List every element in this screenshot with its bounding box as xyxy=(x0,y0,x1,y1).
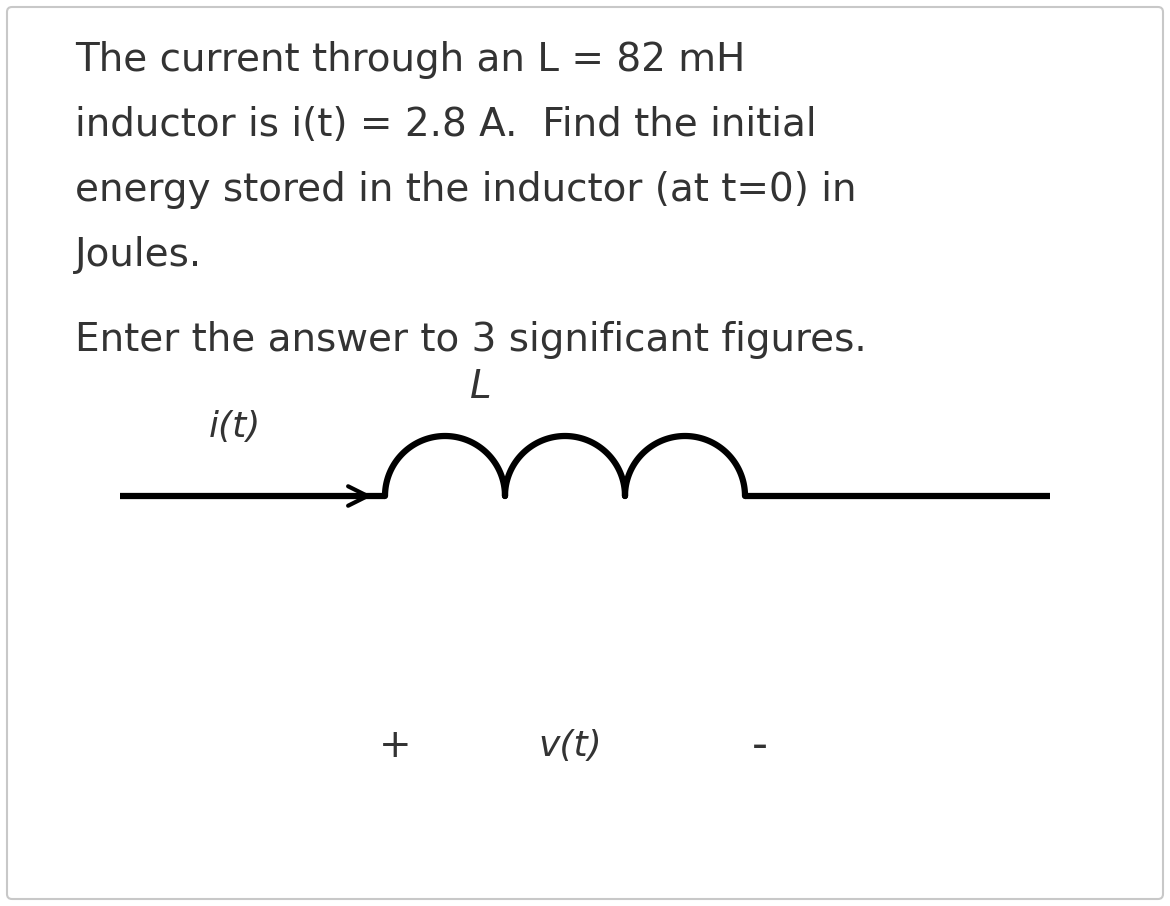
Text: Joules.: Joules. xyxy=(75,236,202,274)
Text: inductor is i(t) = 2.8 A.  Find the initial: inductor is i(t) = 2.8 A. Find the initi… xyxy=(75,106,817,144)
Text: i(t): i(t) xyxy=(208,410,261,444)
Text: The current through an L = 82 mH: The current through an L = 82 mH xyxy=(75,41,745,79)
Text: v(t): v(t) xyxy=(538,729,601,763)
Text: Enter the answer to 3 significant figures.: Enter the answer to 3 significant figure… xyxy=(75,321,867,359)
Text: +: + xyxy=(379,727,412,765)
Text: -: - xyxy=(752,725,768,767)
Text: energy stored in the inductor (at t=0) in: energy stored in the inductor (at t=0) i… xyxy=(75,171,856,209)
Text: L: L xyxy=(470,368,491,406)
FancyBboxPatch shape xyxy=(7,7,1163,899)
